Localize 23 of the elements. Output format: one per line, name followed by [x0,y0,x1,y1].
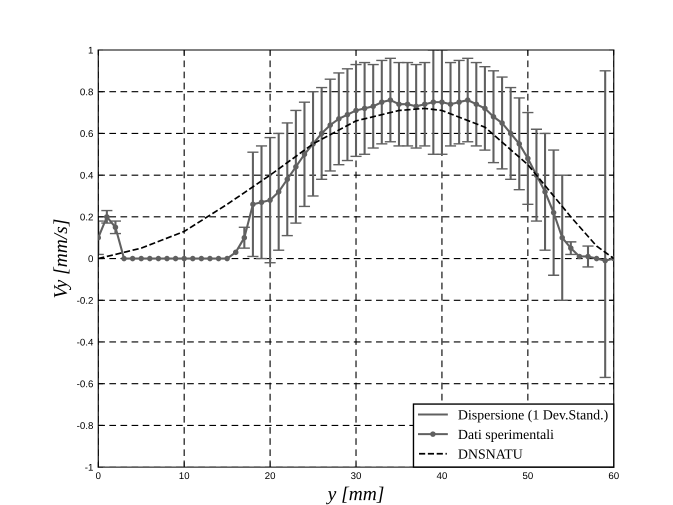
annotation: Dispersione (1 Dev.Stand.) [458,410,608,422]
x-tick-label: 10 [180,472,190,480]
x-tick-label: 50 [522,472,533,480]
x-tick-label: 30 [350,472,362,480]
y-tick-label: 0.4 [80,172,94,179]
x-tick-label: 20 [265,472,276,480]
y-tick-label: 0.6 [80,130,93,138]
y-tick-label: -1 [85,464,93,471]
y-tick-label: 1 [88,46,93,54]
y-tick-label: 0.8 [80,88,93,96]
x-tick-label: 0 [96,472,101,480]
x-tick-label: 60 [608,472,619,480]
x-axis-title: y [mm] [326,486,384,504]
legend-label: Dati sperimentali [458,429,554,442]
y-tick-label: -0.4 [77,338,94,346]
y-tick-label: -0.6 [77,380,93,388]
y-tick-label: 0 [88,255,94,262]
y-tick-label: -0.2 [77,297,93,304]
y-tick-label: -0.8 [77,422,93,430]
x-tick-label: 40 [436,472,447,480]
y-axis-title: Vy [mm/s] [53,220,72,298]
y-tick-label: 0.2 [80,214,93,220]
legend-label: DNSNATU [458,449,522,459]
